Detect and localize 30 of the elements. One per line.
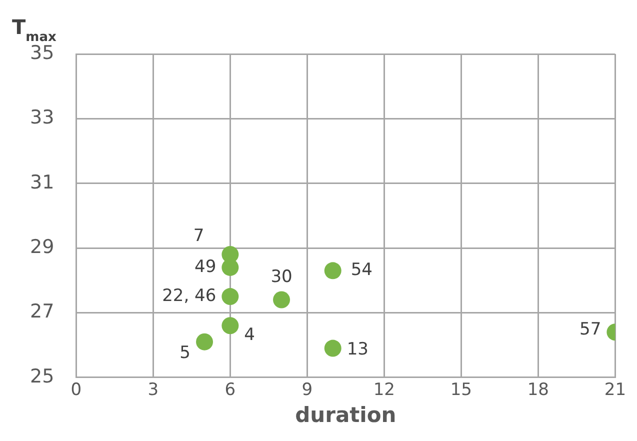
x-tick-label: 12 bbox=[373, 380, 395, 400]
point bbox=[222, 317, 239, 334]
x-tick-label: 9 bbox=[302, 380, 313, 400]
point bbox=[196, 333, 214, 350]
x-tick-label: 3 bbox=[148, 380, 159, 400]
x-tick-label: 21 bbox=[604, 380, 626, 400]
y-tick-label: 35 bbox=[30, 42, 54, 64]
annotation: 7 bbox=[193, 226, 204, 246]
annotation: 22, 46 bbox=[162, 286, 216, 306]
annotation: 4 bbox=[244, 325, 256, 346]
point bbox=[324, 340, 342, 357]
y-tick-label: 29 bbox=[30, 236, 54, 258]
x-axis-title: duration bbox=[295, 402, 396, 427]
annotation: 54 bbox=[350, 260, 372, 280]
point bbox=[273, 291, 290, 308]
annotation: 30 bbox=[270, 267, 292, 288]
x-tick-label: 6 bbox=[224, 380, 236, 400]
x-tick-label: 18 bbox=[527, 380, 550, 400]
annotation: 49 bbox=[194, 256, 216, 277]
y-tick-label: 25 bbox=[30, 365, 54, 388]
point bbox=[324, 262, 342, 280]
annotation: 13 bbox=[346, 340, 368, 360]
x-tick-label: 0 bbox=[70, 380, 82, 400]
y-tick-label: 33 bbox=[30, 106, 54, 129]
y-tick-label: 31 bbox=[30, 171, 54, 194]
y-tick-label: 27 bbox=[30, 300, 54, 323]
annotation: 5 bbox=[180, 343, 191, 364]
x-tick-label: 15 bbox=[450, 380, 472, 400]
point bbox=[222, 288, 239, 306]
annotation: 57 bbox=[580, 320, 602, 340]
